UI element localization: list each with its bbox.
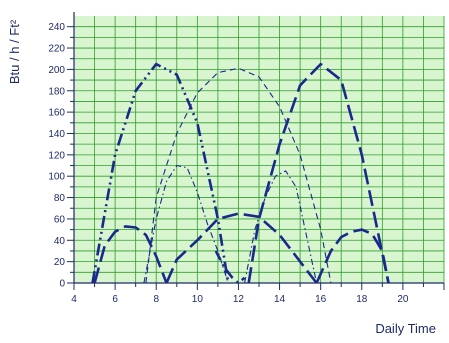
y-axis-label: Btu / h / Ft² <box>7 19 22 84</box>
axes <box>67 12 445 290</box>
x-axis-label: Daily Time <box>375 321 436 336</box>
series-line-9 <box>214 250 246 285</box>
x-tick-label: 20 <box>397 294 409 305</box>
y-tick-label: 160 <box>48 108 65 119</box>
series-line-6 <box>93 225 168 284</box>
y-tick-label: 240 <box>48 22 65 33</box>
x-tick-label: 4 <box>71 294 77 305</box>
y-tick-label: 220 <box>48 44 65 55</box>
x-tick-label: 6 <box>112 294 118 305</box>
y-tick-label: 80 <box>54 193 66 204</box>
series-line-5 <box>244 170 318 284</box>
series-group <box>91 62 390 285</box>
x-tick-label: 16 <box>315 294 327 305</box>
series-line-1 <box>91 62 230 284</box>
y-tick-label: 120 <box>48 150 65 161</box>
y-tick-label: 100 <box>48 172 65 183</box>
series-line-8 <box>315 228 390 284</box>
series-line-7 <box>165 212 318 284</box>
y-tick-label: 20 <box>54 257 66 268</box>
tick-labels: 0 20 40 60 80 100 120 140 160 180 200 220 240 4 6 8 10 12… <box>48 22 409 305</box>
x-tick-label: 18 <box>356 294 368 305</box>
x-tick-label: 8 <box>153 294 159 305</box>
series-line-2 <box>247 62 390 284</box>
x-tick-label: 14 <box>274 294 286 305</box>
y-tick-label: 0 <box>59 279 65 290</box>
y-tick-label: 140 <box>48 129 65 140</box>
y-tick-label: 180 <box>48 86 65 97</box>
x-tick-label: 12 <box>233 294 245 305</box>
y-tick-label: 200 <box>48 65 65 76</box>
series-line-4 <box>143 164 229 284</box>
x-tick-label: 10 <box>192 294 204 305</box>
y-tick-label: 40 <box>54 236 66 247</box>
y-tick-label: 60 <box>54 214 66 225</box>
series-line-3 <box>145 67 332 284</box>
